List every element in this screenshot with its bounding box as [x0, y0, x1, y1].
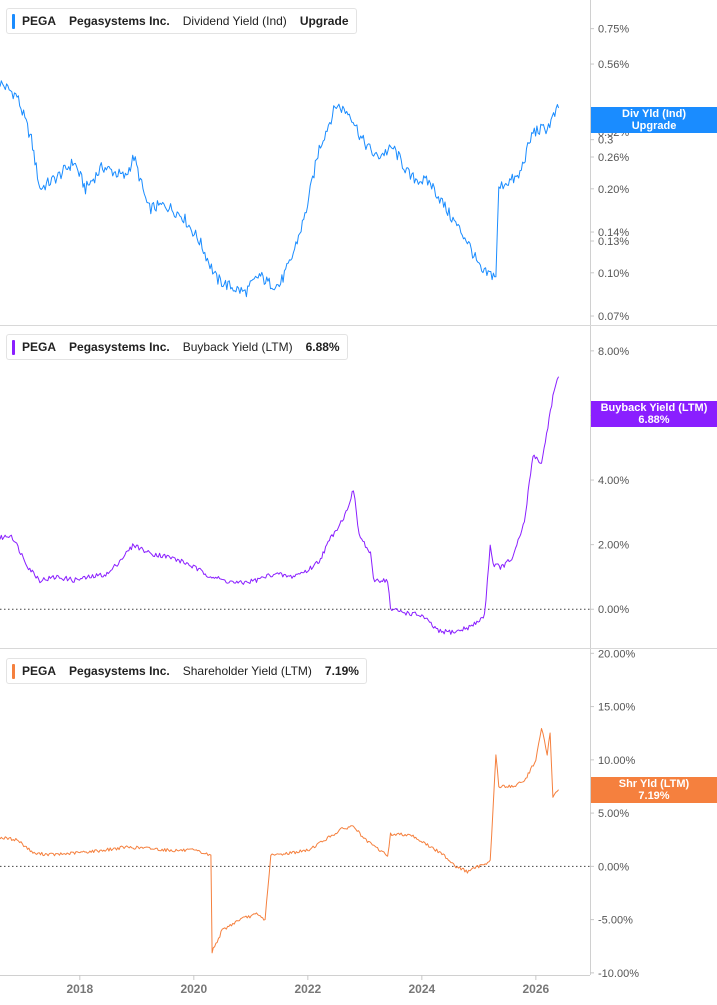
- y-tick-label: 0.13%: [598, 236, 629, 248]
- legend-company: Pegasystems Inc.: [69, 664, 170, 678]
- x-tick-label: 2020: [180, 982, 207, 996]
- flag-label: Shr Yld (LTM): [618, 778, 690, 790]
- y-tick-label: 4.00%: [598, 475, 629, 487]
- y-tick-label: 0.26%: [598, 152, 629, 164]
- x-tick-label: 2022: [294, 982, 321, 996]
- series-line: [0, 376, 560, 635]
- current-value-flag-buyback: Buyback Yield (LTM) 6.88%: [591, 401, 717, 427]
- legend-ticker: PEGA: [22, 340, 57, 354]
- x-tick-label: 2026: [522, 982, 549, 996]
- y-tick-label: 2.00%: [598, 540, 629, 552]
- y-tick-label: 10.00%: [598, 755, 636, 767]
- y-tick-label: 0.3: [598, 135, 613, 147]
- legend-company: Pegasystems Inc.: [69, 14, 170, 28]
- legend-value: 7.19%: [324, 664, 359, 678]
- legend-shareholder-yield: PEGA Pegasystems Inc. Shareholder Yield …: [6, 658, 367, 684]
- x-tick-label: 2024: [408, 982, 435, 996]
- y-tick-label: 8.00%: [598, 346, 629, 358]
- legend-value: 6.88%: [305, 340, 340, 354]
- y-tick-label: 0.56%: [598, 59, 629, 71]
- series-color-marker: [12, 13, 15, 29]
- y-tick-label: 0.20%: [598, 184, 629, 196]
- legend-dividend-yield: PEGA Pegasystems Inc. Dividend Yield (In…: [6, 8, 357, 34]
- series-line: [0, 80, 560, 298]
- y-tick-label: 20.00%: [598, 648, 636, 660]
- series-color-marker: [12, 663, 15, 679]
- series-line: [0, 728, 559, 954]
- y-tick-label: 0.07%: [598, 311, 629, 323]
- y-tick-label: 15.00%: [598, 702, 636, 714]
- y-tick-label: 0.10%: [598, 268, 629, 280]
- y-tick-label: -10.00%: [598, 968, 639, 980]
- flag-value: Upgrade: [631, 120, 677, 132]
- flag-label: Div Yld (Ind): [622, 108, 686, 120]
- flag-label: Buyback Yield (LTM): [600, 402, 708, 414]
- current-value-flag-dividend: Div Yld (Ind) Upgrade: [591, 107, 717, 133]
- flag-value: 7.19%: [638, 790, 670, 802]
- legend-metric: Dividend Yield (Ind): [182, 14, 287, 28]
- y-tick-label: -5.00%: [598, 915, 633, 927]
- legend-metric: Shareholder Yield (LTM): [182, 664, 312, 678]
- y-tick-label: 0.00%: [598, 604, 629, 616]
- series-color-marker: [12, 339, 15, 355]
- legend-buyback-yield: PEGA Pegasystems Inc. Buyback Yield (LTM…: [6, 334, 348, 360]
- current-value-flag-shareholder: Shr Yld (LTM) 7.19%: [591, 777, 717, 803]
- legend-value: Upgrade: [299, 14, 349, 28]
- legend-company: Pegasystems Inc.: [69, 340, 170, 354]
- legend-metric: Buyback Yield (LTM): [182, 340, 293, 354]
- x-tick-label: 2018: [66, 982, 93, 996]
- legend-ticker: PEGA: [22, 664, 57, 678]
- flag-value: 6.88%: [638, 414, 670, 426]
- y-tick-label: 5.00%: [598, 808, 629, 820]
- y-tick-label: 0.14%: [598, 227, 629, 239]
- legend-ticker: PEGA: [22, 14, 57, 28]
- y-tick-label: 0.75%: [598, 24, 629, 36]
- y-tick-label: 0.00%: [598, 861, 629, 873]
